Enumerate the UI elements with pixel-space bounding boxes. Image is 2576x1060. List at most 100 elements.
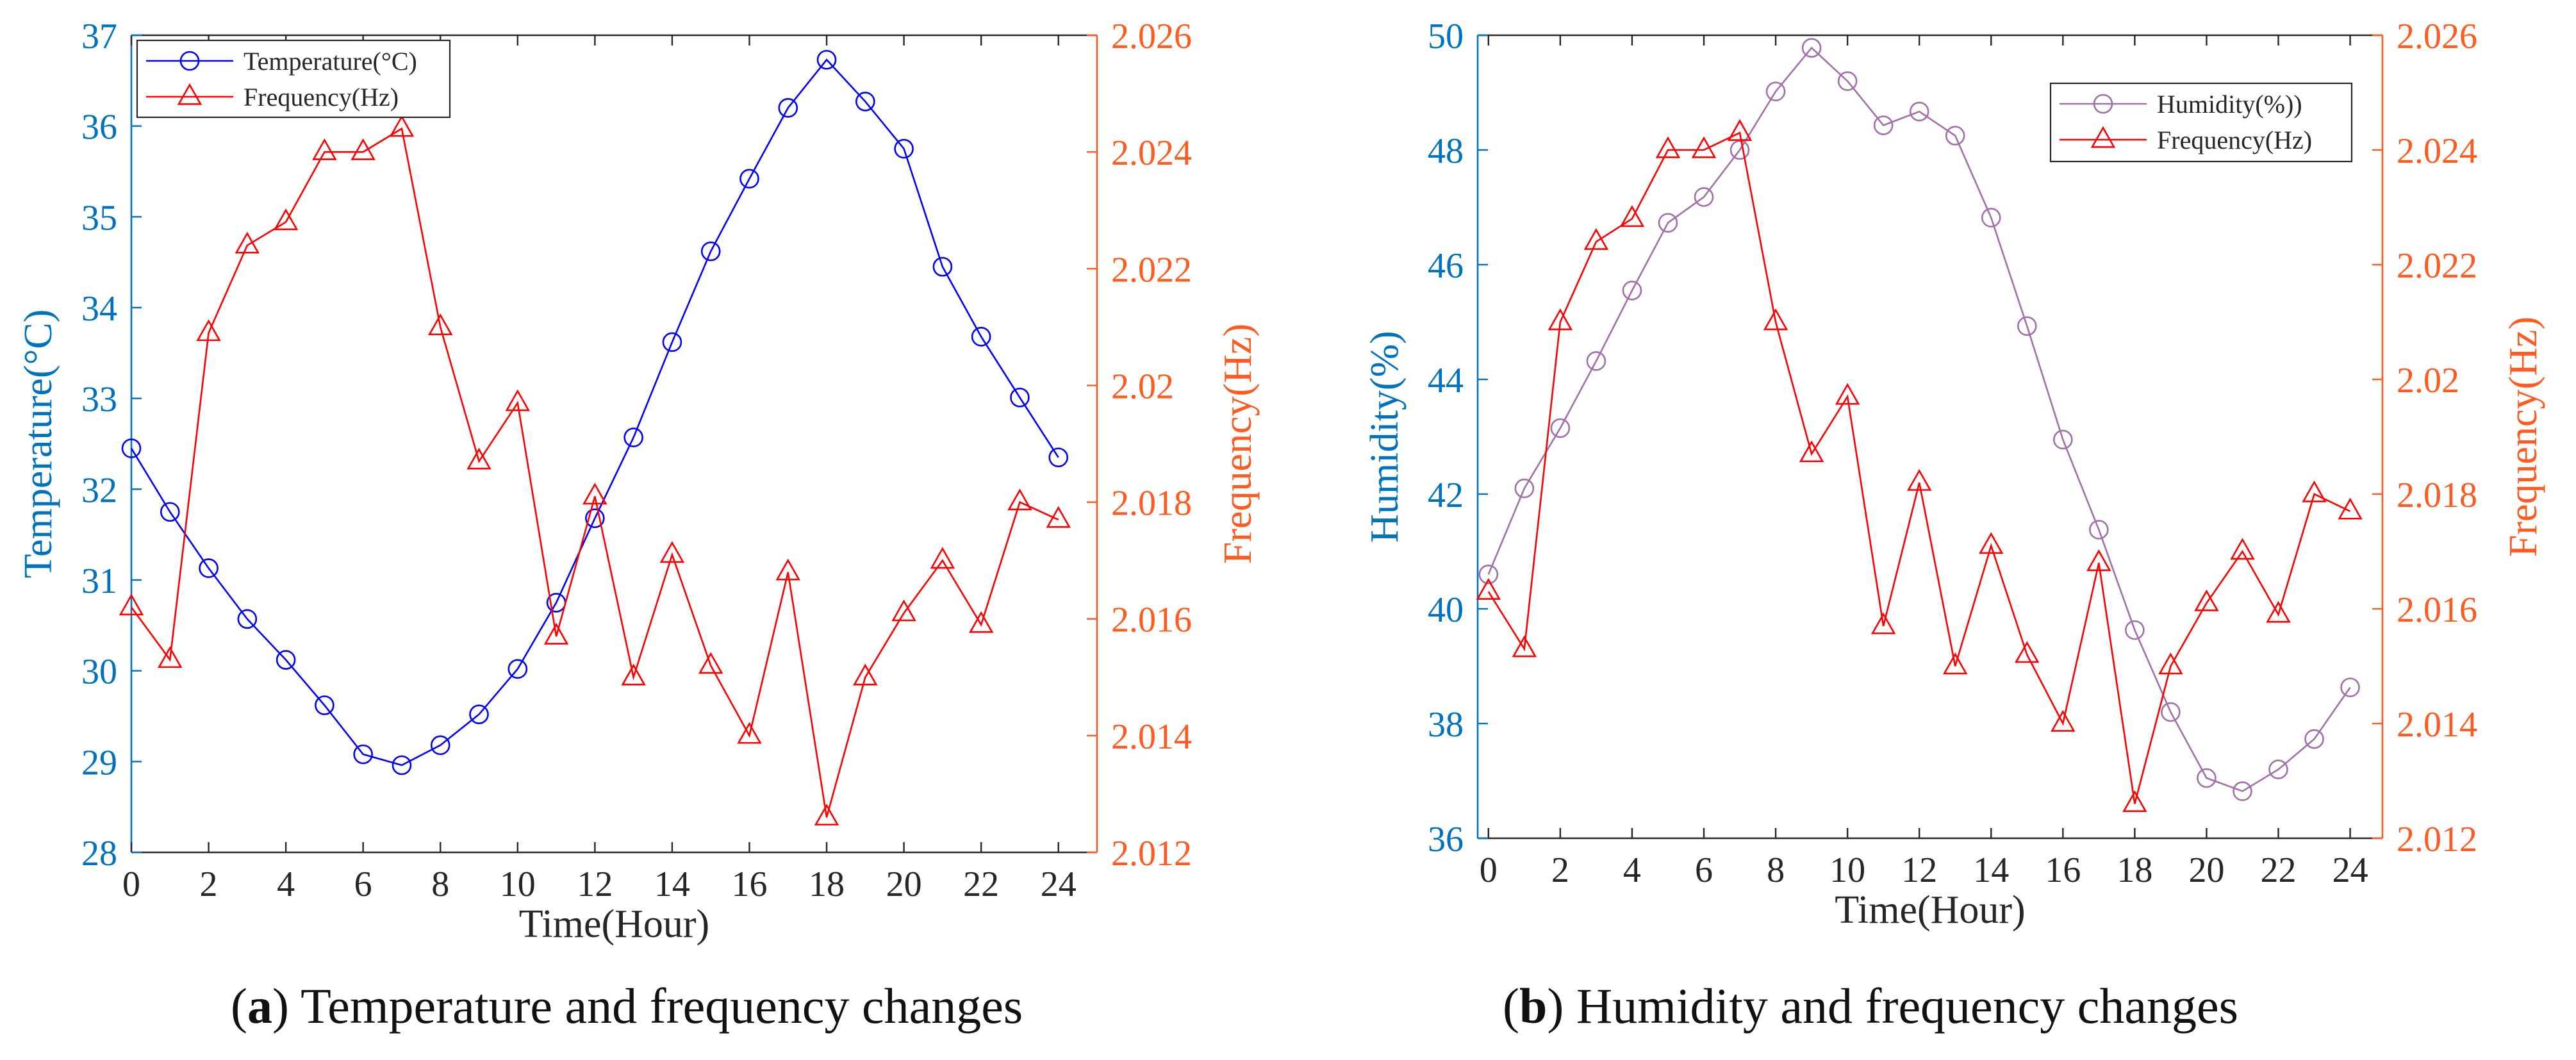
left-y-tick-label: 28: [81, 834, 117, 874]
left-y-tick-label: 33: [81, 380, 117, 420]
legend-swatch-marker: [179, 51, 200, 71]
series-humidity-point: [2304, 729, 2324, 749]
caption-b-label: b: [1519, 978, 1548, 1034]
series-humidity-point: [1622, 280, 1642, 301]
series-frequency-hz-point: [2158, 652, 2183, 675]
x-tick-label: 24: [2332, 850, 2368, 890]
x-tick-label: 24: [1041, 865, 1077, 904]
series-frequency-hz-point: [1691, 136, 1717, 158]
series-frequency-hz-point: [1655, 136, 1681, 158]
series-frequency-hz-point: [1476, 577, 1501, 600]
left-y-axis-label: Temperature(°C): [17, 310, 60, 579]
series-frequency-hz-point: [1835, 383, 1860, 405]
x-tick-label: 12: [577, 865, 613, 904]
left-y-tick-label: 34: [81, 289, 117, 329]
right-y-tick-label: 2.024: [1111, 133, 1192, 173]
series-frequency-hz-point: [1727, 119, 1753, 141]
x-tick-label: 20: [886, 865, 922, 904]
series-humidity-point: [2340, 677, 2360, 697]
series-frequency-hz-point: [582, 483, 607, 505]
left-y-tick-label: 35: [81, 198, 117, 238]
legend-swatch-marker: [177, 83, 202, 105]
series-humidity-point: [1586, 351, 1606, 371]
caption-b: (b) Humidity and frequency changes: [1503, 978, 2239, 1034]
right-y-tick-label: 2.012: [1111, 834, 1192, 874]
series-frequency-hz-point: [466, 447, 491, 470]
series-frequency-hz-point: [2302, 480, 2327, 502]
right-y-tick-label: 2.022: [2397, 246, 2477, 286]
left-y-tick-label: 29: [81, 743, 117, 783]
series-temperature-c-point: [700, 241, 721, 261]
right-y-tick-label: 2.022: [1111, 250, 1192, 290]
left-y-tick-label: 42: [1428, 476, 1464, 515]
x-tick-label: 6: [1695, 850, 1713, 890]
x-tick-label: 18: [809, 865, 845, 904]
series-temperature-c-point: [739, 169, 759, 189]
x-tick-label: 0: [1480, 850, 1498, 890]
x-tick-label: 10: [1829, 850, 1865, 890]
series-humidity-point: [2125, 620, 2145, 640]
series-humidity-point: [1765, 81, 1786, 102]
right-y-tick-label: 2.012: [2397, 820, 2477, 859]
series-frequency-hz-point: [158, 646, 183, 668]
series-humidity-point: [1945, 126, 1965, 145]
legend-label: Temperature(°C): [244, 47, 417, 76]
series-frequency-hz-point: [2194, 589, 2219, 611]
series-frequency-hz-point: [1046, 506, 1071, 528]
left-y-tick-label: 30: [81, 652, 117, 692]
series-humidity-point: [2161, 702, 2181, 722]
right-y-tick-label: 2.016: [2397, 590, 2477, 630]
series-frequency-hz-point: [428, 313, 453, 336]
chart-b-humidity-frequency: 0 2 4 6 8 10 12 14 16 18 20 22 24Time(Hour)363840424…: [1363, 17, 2545, 932]
series-frequency-hz-point: [2338, 497, 2363, 520]
series-frequency-hz-point: [351, 138, 376, 160]
series-temperature-c-point: [199, 558, 219, 578]
series-frequency-hz-point: [659, 541, 685, 563]
left-y-tick-label: 32: [81, 470, 117, 510]
series-frequency-hz-point: [235, 231, 260, 254]
series-temperature-c-point: [508, 659, 528, 679]
legend-label: Frequency(Hz): [2157, 126, 2312, 154]
series-humidity-point: [1478, 564, 1499, 584]
series-humidity-point: [2053, 429, 2073, 450]
series-frequency-hz-point: [2266, 600, 2291, 623]
series-frequency-hz-point: [543, 622, 569, 645]
x-tick-label: 8: [431, 865, 449, 904]
x-axis-label: Time(Hour): [1835, 888, 2025, 932]
series-humidity-point: [2268, 759, 2288, 779]
series-humidity-point: [1873, 115, 1894, 135]
x-tick-label: 22: [963, 865, 999, 904]
right-y-tick-label: 2.02: [2397, 361, 2459, 401]
series-frequency-hz-point: [312, 138, 337, 160]
series-frequency-hz-point: [968, 611, 994, 633]
right-y-axis-label: Frequency(Hz): [2502, 317, 2545, 557]
legend-label: Humidity(%)): [2157, 90, 2302, 119]
series-temperature-c-point: [662, 332, 682, 352]
series-humidity-point: [2017, 316, 2037, 336]
series-humidity-point: [1550, 418, 1571, 438]
caption-b-text: Humidity and frequency changes: [1576, 978, 2239, 1034]
x-tick-label: 2: [1551, 850, 1569, 890]
right-y-tick-label: 2.024: [2397, 131, 2477, 171]
series-frequency-hz-point: [930, 547, 955, 569]
series-frequency-hz-point: [1548, 308, 1573, 331]
series-temperature-c-point: [971, 327, 991, 347]
series-temperature-c-point: [237, 609, 258, 629]
series-frequency-hz-point: [737, 722, 762, 744]
left-y-tick-label: 31: [81, 561, 117, 601]
series-humidity-point: [2233, 781, 2252, 801]
series-frequency-hz-point: [1619, 205, 1645, 228]
series-temperature-c-point: [121, 438, 142, 458]
x-tick-label: 10: [500, 865, 536, 904]
series-frequency-hz-point: [1763, 308, 1788, 331]
series-humidity-point: [1694, 187, 1714, 207]
right-y-tick-label: 2.026: [2397, 17, 2477, 56]
series-frequency-hz-point: [891, 599, 916, 622]
series-humidity-point: [1658, 213, 1678, 233]
left-y-tick-label: 44: [1428, 361, 1464, 401]
series-frequency-hz-point: [1583, 228, 1609, 250]
series-frequency-hz-point: [1906, 468, 1932, 491]
series-frequency-hz-point: [1512, 635, 1537, 658]
series-frequency-hz-point: [2122, 790, 2147, 812]
series-humidity-point: [1514, 478, 1535, 499]
